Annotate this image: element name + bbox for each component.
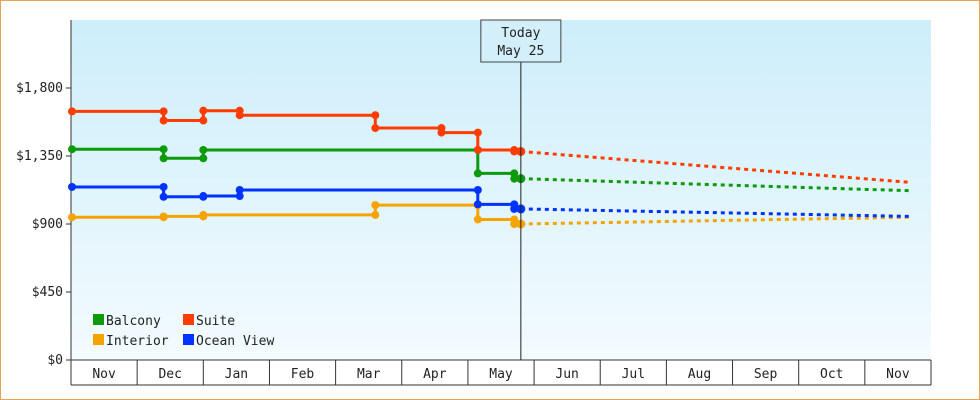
series-forecast-line	[520, 149, 912, 184]
x-month-label: Jan	[225, 367, 248, 382]
x-month-label: Mar	[357, 367, 381, 382]
price-change-marker	[371, 210, 380, 219]
price-change-marker	[199, 106, 208, 115]
x-month-label: Jul	[622, 367, 645, 382]
price-change-marker	[199, 192, 208, 201]
y-axis: $0 $450 $900 $1,350 $1,800	[16, 20, 72, 368]
legend-swatch	[183, 314, 194, 325]
legend-label: Balcony	[106, 314, 161, 329]
x-axis: Nov Dec Jan Feb Mar Apr May Jun Jul Aug Sep Oct Nov	[70, 359, 932, 386]
series-layer	[68, 106, 912, 229]
plot-background	[71, 20, 931, 360]
x-month-label: Nov	[886, 367, 910, 382]
series-forecast-line	[520, 177, 912, 193]
x-month-label: Jun	[555, 367, 578, 382]
legend: Balcony Suite Interior Ocean View	[93, 314, 274, 349]
series-forecast-line	[520, 215, 912, 226]
price-change-marker	[235, 186, 244, 194]
price-change-marker	[235, 192, 244, 201]
legend-swatch	[93, 314, 104, 325]
price-change-marker	[473, 128, 482, 137]
price-change-marker	[159, 192, 168, 201]
x-month-label: Nov	[92, 367, 116, 382]
price-change-marker	[159, 145, 168, 154]
today-label: Today	[501, 26, 540, 41]
price-change-marker	[199, 116, 208, 125]
x-month-label: Aug	[688, 367, 711, 382]
price-change-marker	[199, 145, 208, 154]
y-tick-label: $1,350	[16, 149, 63, 164]
y-tick-label: $450	[32, 285, 63, 300]
price-change-marker	[159, 107, 168, 116]
x-month-label: Sep	[754, 367, 778, 382]
price-change-marker	[371, 111, 380, 120]
price-change-marker	[371, 201, 380, 210]
series-start-marker	[68, 145, 76, 154]
x-month-label: Oct	[820, 367, 843, 382]
x-month-label: Feb	[291, 367, 315, 382]
price-change-marker	[473, 186, 482, 194]
series-start-marker	[68, 107, 76, 116]
price-change-marker	[510, 174, 519, 183]
legend-label: Interior	[106, 334, 169, 349]
series-forecast-line	[520, 207, 912, 218]
price-change-marker	[159, 212, 168, 221]
price-change-marker	[510, 220, 519, 228]
y-tick-label: $900	[32, 217, 63, 232]
price-change-marker	[473, 169, 482, 178]
legend-swatch	[183, 334, 194, 345]
legend-label: Ocean View	[196, 334, 274, 349]
y-tick-label: $1,800	[16, 81, 63, 96]
series-history-line	[71, 109, 521, 153]
legend-swatch	[93, 334, 104, 345]
y-tick-label: $0	[47, 353, 63, 368]
x-month-label: May	[489, 367, 513, 382]
price-change-marker	[199, 154, 208, 163]
price-change-marker	[159, 154, 168, 163]
series-start-marker	[68, 213, 76, 222]
x-month-label: Dec	[158, 367, 181, 382]
price-change-marker	[473, 200, 482, 209]
price-change-marker	[473, 215, 482, 224]
price-change-marker	[159, 182, 168, 191]
today-date: May 25	[497, 44, 544, 59]
today-marker: Today May 25	[480, 19, 562, 360]
legend-label: Suite	[196, 314, 235, 329]
x-month-label: Apr	[423, 367, 447, 382]
price-change-marker	[235, 111, 244, 120]
price-change-marker	[199, 210, 208, 219]
price-change-marker	[510, 204, 519, 213]
price-change-marker	[159, 116, 168, 125]
price-change-marker	[473, 145, 482, 154]
price-change-marker	[371, 124, 380, 133]
series-start-marker	[68, 182, 76, 191]
price-change-marker	[437, 128, 446, 137]
today-box	[480, 19, 562, 63]
price-change-marker	[510, 147, 519, 156]
